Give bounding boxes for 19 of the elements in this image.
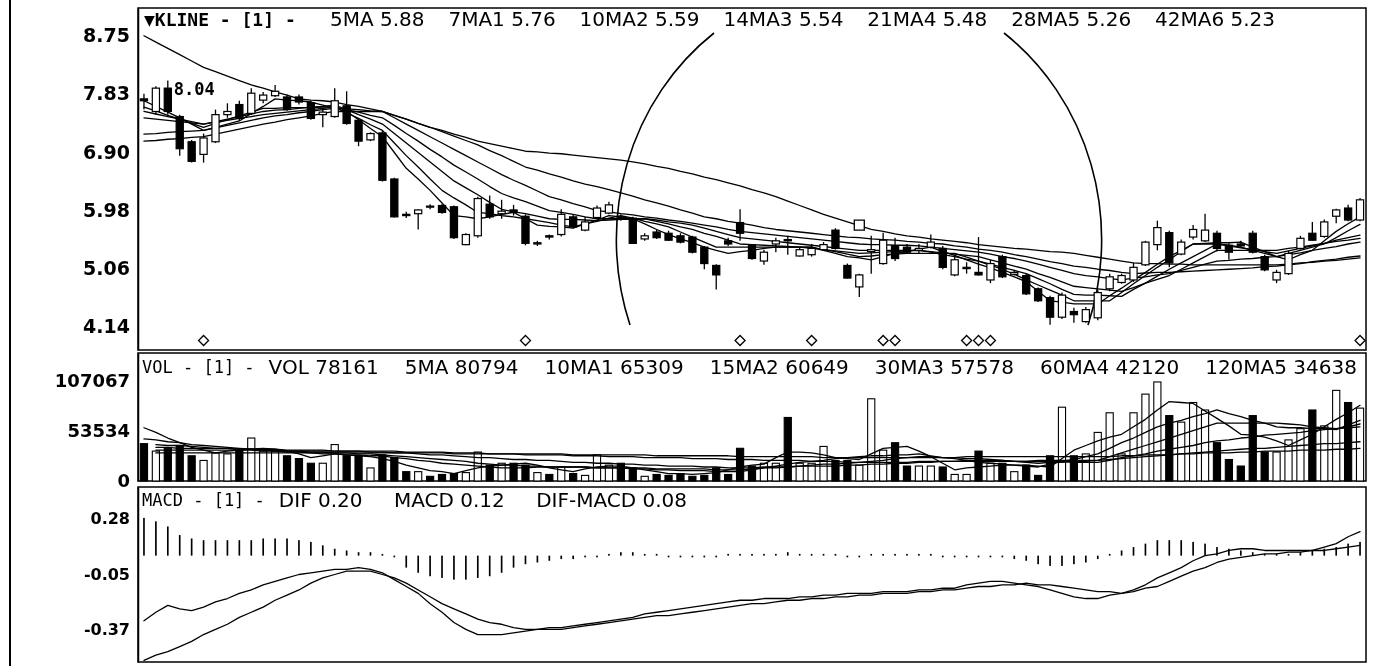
- y-tick-label: -0.37: [83, 620, 130, 640]
- text: VOL 78161 5MA 80794 10MA1 65309 15MA2 60649 30MA3 57578 60MA4 42120 120MA5 34638: [268, 355, 1357, 379]
- chart-title: ▼KLINE - [1] -: [144, 8, 296, 30]
- y-tick-label: 0: [117, 470, 130, 492]
- text: DIF 0.20 MACD 0.12 DIF-MACD 0.08: [278, 488, 687, 512]
- y-tick-label: 53534: [67, 420, 130, 442]
- y-tick-label: 4.14: [83, 315, 130, 338]
- y-tick-label: 8.75: [83, 24, 130, 47]
- y-tick-label: 107067: [54, 370, 130, 392]
- y-tick-label: 5.06: [83, 257, 130, 280]
- y-tick-label: 7.83: [83, 82, 130, 105]
- y-tick-label: 5.98: [83, 199, 130, 222]
- y-tick-label: 6.90: [83, 141, 130, 164]
- y-tick-label: -0.05: [83, 565, 130, 585]
- chart-subtitle: 5MA 5.88 7MA1 5.76 10MA2 5.59 14MA3 5.54 21MA4 5.48 28MA5 5.26 42MA6 5.23: [330, 7, 1275, 31]
- chart-title: MACD - [1] -: [142, 490, 265, 510]
- y-tick-label: 0.28: [90, 508, 130, 528]
- chart-title: VOL - [1] -: [142, 357, 255, 377]
- annotation: 8.04: [173, 78, 215, 99]
